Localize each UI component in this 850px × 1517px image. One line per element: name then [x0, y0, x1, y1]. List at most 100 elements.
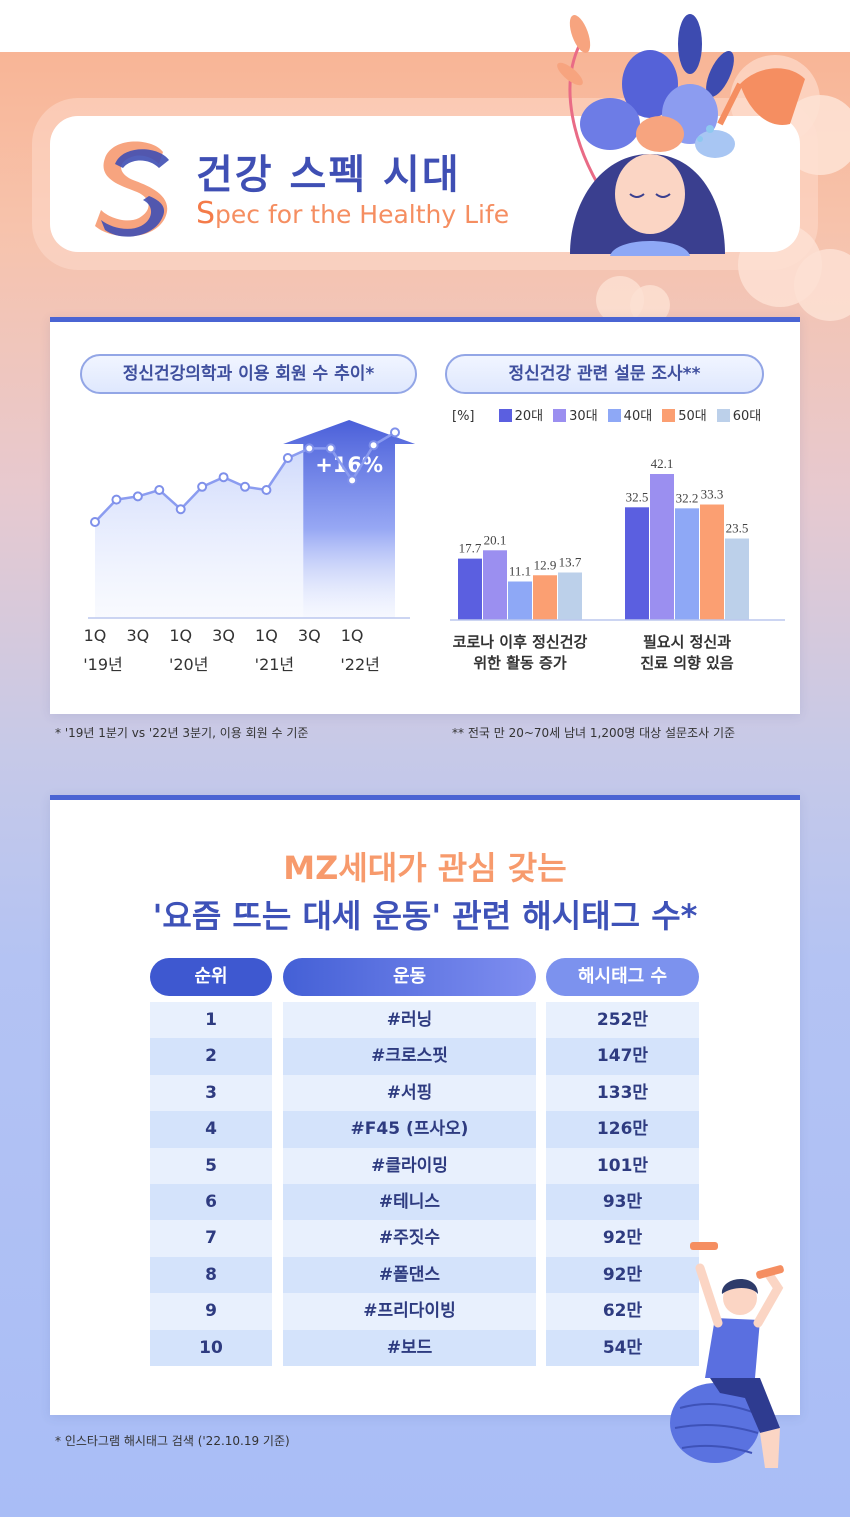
- legend-item: 20대: [498, 409, 544, 424]
- legend-item: 30대: [553, 409, 598, 424]
- bar-value-label: 13.7: [559, 554, 582, 569]
- x-tick-quarter: 1Q: [340, 626, 364, 645]
- legend-swatch: [716, 409, 730, 422]
- line-points-group: [90, 427, 400, 527]
- line-point: [154, 485, 165, 495]
- subtitle-initial: S: [196, 196, 216, 231]
- count-cell: 54만: [546, 1329, 699, 1366]
- hashtag-title-line1: MZ세대가 관심 갖는: [283, 849, 567, 887]
- legend-item: 50대: [662, 409, 707, 424]
- legend-swatch: [662, 409, 676, 422]
- hashtag-title-line2: '요즘 뜨는 대세 운동' 관련 해시태그 수*: [152, 897, 698, 935]
- sport-cell: #보드: [283, 1329, 536, 1366]
- line-point: [175, 504, 186, 515]
- category-line2: 진료 의향 있음: [640, 654, 734, 672]
- legend-swatch: [498, 409, 512, 422]
- sport-cell: #서핑: [283, 1074, 536, 1112]
- growth-annotation: +16%: [315, 453, 383, 477]
- page-subtitle: Spec for the Healthy Life: [196, 196, 509, 231]
- bar-chart-title: 정신건강 관련 설문 조사**: [445, 354, 764, 394]
- growth-arrow: [283, 420, 416, 618]
- sport-column: #러닝 #크로스핏 #서핑 #F45 (프사오) #클라이밍 #테니스 #주짓수 #폴댄스 #프…: [283, 1002, 536, 1366]
- legend-item: 60대: [716, 409, 762, 424]
- bar: [483, 550, 507, 620]
- legend-label: 50대: [678, 409, 707, 424]
- rank-cell: 4: [150, 1111, 272, 1148]
- count-cell: 101만: [546, 1147, 699, 1184]
- count-cell: 133만: [546, 1074, 699, 1112]
- bar: [650, 474, 674, 620]
- count-cell: 147만: [546, 1038, 699, 1075]
- x-tick-quarter: 3Q: [126, 626, 150, 645]
- count-cell: 92만: [546, 1220, 699, 1257]
- bar: [725, 538, 749, 620]
- x-tick-quarter: 3Q: [212, 626, 235, 645]
- rank-cell: 1: [150, 1002, 272, 1039]
- count-cell: 126만: [546, 1111, 699, 1148]
- legend-label: 60대: [732, 409, 762, 424]
- x-tick-year: '20년: [168, 655, 209, 674]
- rank-cell: 2: [150, 1038, 272, 1075]
- line-point: [261, 485, 272, 495]
- x-tick-year: '22년: [340, 655, 380, 674]
- bar-value-label: 42.1: [651, 456, 674, 471]
- legend-swatch: [607, 409, 621, 422]
- line-point: [111, 494, 122, 505]
- sport-cell: #프리다이빙: [283, 1293, 536, 1330]
- sport-cell: #크로스핏: [283, 1038, 536, 1075]
- bar-value-label: 17.7: [459, 541, 482, 556]
- sport-cell: #러닝: [283, 1002, 536, 1039]
- line-chart-title: 정신건강의학과 이용 회원 수 추이*: [80, 354, 417, 394]
- bar-value-label: 12.9: [534, 557, 557, 572]
- rank-cell: 5: [150, 1147, 272, 1184]
- line-point: [347, 475, 358, 486]
- bar-value-label: 23.5: [726, 521, 749, 536]
- bar: [458, 558, 482, 620]
- bar: [700, 504, 724, 620]
- category-line2: 위한 활동 증가: [473, 654, 567, 672]
- bar-value-label: 32.2: [676, 490, 699, 505]
- bar-value-label: 33.3: [701, 487, 724, 502]
- category-line1: 필요시 정신과: [642, 633, 732, 651]
- bar-legend: [%] 20대 30대 40대 50대 60대: [452, 405, 771, 424]
- x-tick-year: '19년: [83, 655, 123, 674]
- bar-value-label: 20.1: [484, 532, 507, 547]
- line-point: [325, 443, 336, 454]
- category-line1: 코로나 이후 정신건강: [452, 633, 588, 651]
- x-tick-quarter: 1Q: [255, 626, 278, 645]
- x-tick-year: '21년: [254, 655, 295, 674]
- rank-cell: 6: [150, 1183, 272, 1221]
- bar: [558, 572, 582, 620]
- bar-chart: 17.720.1 11.1 12.9 13.7 32.5 42.1 32.2 33.3 23.5: [450, 456, 785, 621]
- rank-column: 1 2 3 4 5 6 7 8 9 10: [150, 1002, 272, 1366]
- legend-label: 40대: [623, 409, 653, 424]
- line-point: [282, 453, 293, 463]
- line-point: [197, 481, 208, 492]
- cloud-shape: [794, 249, 850, 321]
- bar: [508, 581, 532, 620]
- line-chart: +16%: [88, 420, 416, 619]
- th-rank: 순위: [150, 958, 272, 996]
- s-logo-icon: [95, 141, 169, 237]
- footnote-right: ** 전국 만 20~70세 남녀 1,200명 대상 설문조사 기준: [452, 726, 736, 740]
- x-tick-quarter: 3Q: [297, 626, 321, 645]
- legend-label: 20대: [514, 409, 544, 424]
- sport-cell: #테니스: [283, 1183, 536, 1221]
- th-sport: 운동: [283, 958, 536, 996]
- count-cell: 62만: [546, 1293, 699, 1330]
- x-tick-quarter: 1Q: [169, 626, 193, 645]
- legend-item: 40대: [607, 409, 653, 424]
- bar: [625, 507, 649, 620]
- sport-cell: #클라이밍: [283, 1147, 536, 1184]
- footnote-left: * '19년 1분기 vs '22년 3분기, 이용 회원 수 기준: [55, 726, 309, 740]
- count-column: 252만 147만 133만 126만 101만 93만 92만 92만 62만 54만: [546, 1002, 699, 1366]
- rank-cell: 9: [150, 1293, 272, 1330]
- footnote-bottom: * 인스타그램 해시태그 검색 ('22.10.19 기준): [55, 1434, 290, 1448]
- woman-plants-illustration: [557, 14, 805, 256]
- rank-cell: 7: [150, 1220, 272, 1257]
- bar-group: 17.720.1 11.1 12.9 13.7 32.5 42.1 32.2 33.3 23.5: [458, 456, 749, 620]
- th-count: 해시태그 수: [546, 958, 699, 996]
- rank-cell: 3: [150, 1074, 272, 1112]
